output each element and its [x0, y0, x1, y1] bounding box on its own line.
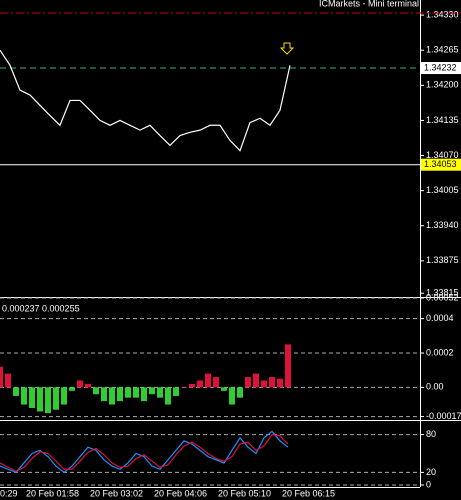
histogram-bar: [53, 387, 59, 410]
histogram-bar: [45, 387, 51, 414]
histogram-bar: [5, 373, 11, 388]
price-label-box: [421, 158, 461, 171]
x-tick-label: 20 Feb 06:15: [282, 488, 335, 498]
y-tick-label: 0: [426, 479, 431, 489]
histogram-bar: [261, 380, 267, 388]
x-tick-label: 20 Feb 04:06: [154, 488, 207, 498]
histogram-bar: [181, 387, 187, 388]
price-label: 1.34053: [424, 159, 457, 169]
histogram-bar: [125, 387, 131, 398]
histogram-bar: [85, 383, 91, 388]
chart-title: ICMarkets - Mini terminal: [319, 0, 419, 8]
histogram-bar: [61, 387, 67, 405]
histogram-bar: [93, 387, 99, 395]
histogram-bar: [197, 380, 203, 388]
histogram-bar: [157, 387, 163, 398]
histogram-bar: [29, 387, 35, 408]
histogram-bar: [245, 377, 251, 388]
y-tick-label: 0.0004: [426, 313, 454, 323]
price-line: [0, 49, 291, 152]
y-tick-label: 20: [426, 467, 436, 477]
price-label-box: [421, 62, 461, 75]
y-tick-label: 1.33875: [426, 255, 459, 265]
histogram-bar: [189, 383, 195, 388]
x-tick-label: 20 Feb 05:10: [218, 488, 271, 498]
y-tick-label: 1.33940: [426, 220, 459, 230]
histogram-bar: [237, 387, 243, 398]
y-tick-label: 1.34265: [426, 45, 459, 55]
signal-arrow: [279, 42, 295, 55]
price-label: 1.34232: [424, 62, 457, 72]
histogram-bar: [0, 366, 3, 388]
x-tick-label: 0:29: [0, 488, 18, 498]
y-tick-label: 1.33815: [426, 288, 459, 298]
price-line: [0, 430, 289, 474]
y-tick-label: 0.0002: [426, 347, 454, 357]
histogram-bar: [69, 387, 75, 391]
histogram-bar: [269, 377, 275, 388]
y-tick-label: -0.00017: [426, 411, 461, 421]
y-tick-label: 1.34070: [426, 150, 459, 160]
y-tick-label: 1.34330: [426, 9, 459, 19]
y-tick-label: 1.34200: [426, 80, 459, 90]
histogram-bar: [285, 344, 291, 388]
histogram-bar: [253, 373, 259, 388]
price-line: [0, 433, 289, 472]
x-tick-label: 20 Feb 03:02: [90, 488, 143, 498]
indicator-header: 0.000237 0.000255: [2, 303, 80, 313]
histogram-bar: [37, 387, 43, 412]
histogram-bar: [205, 373, 211, 388]
histogram-bar: [173, 387, 179, 396]
y-tick-label: 1.34005: [426, 185, 459, 195]
histogram-bar: [13, 387, 19, 396]
histogram-bar: [149, 387, 155, 395]
y-tick-label: 0.00: [426, 382, 444, 392]
histogram-bar: [141, 387, 147, 402]
histogram-bar: [213, 377, 219, 388]
histogram-bar: [165, 387, 171, 405]
histogram-bar: [109, 387, 115, 405]
histogram-bar: [229, 387, 235, 405]
histogram-bar: [277, 378, 283, 388]
histogram-bar: [117, 387, 123, 402]
x-tick-label: 20 Feb 01:58: [26, 488, 79, 498]
histogram-bar: [221, 387, 227, 391]
histogram-bar: [101, 387, 107, 402]
histogram-bar: [77, 380, 83, 388]
histogram-bar: [133, 387, 139, 398]
histogram-bar: [21, 387, 27, 405]
y-tick-label: 1.34135: [426, 115, 459, 125]
y-tick-label: 80: [426, 429, 436, 439]
y-tick-label: 0.00052: [426, 292, 459, 302]
